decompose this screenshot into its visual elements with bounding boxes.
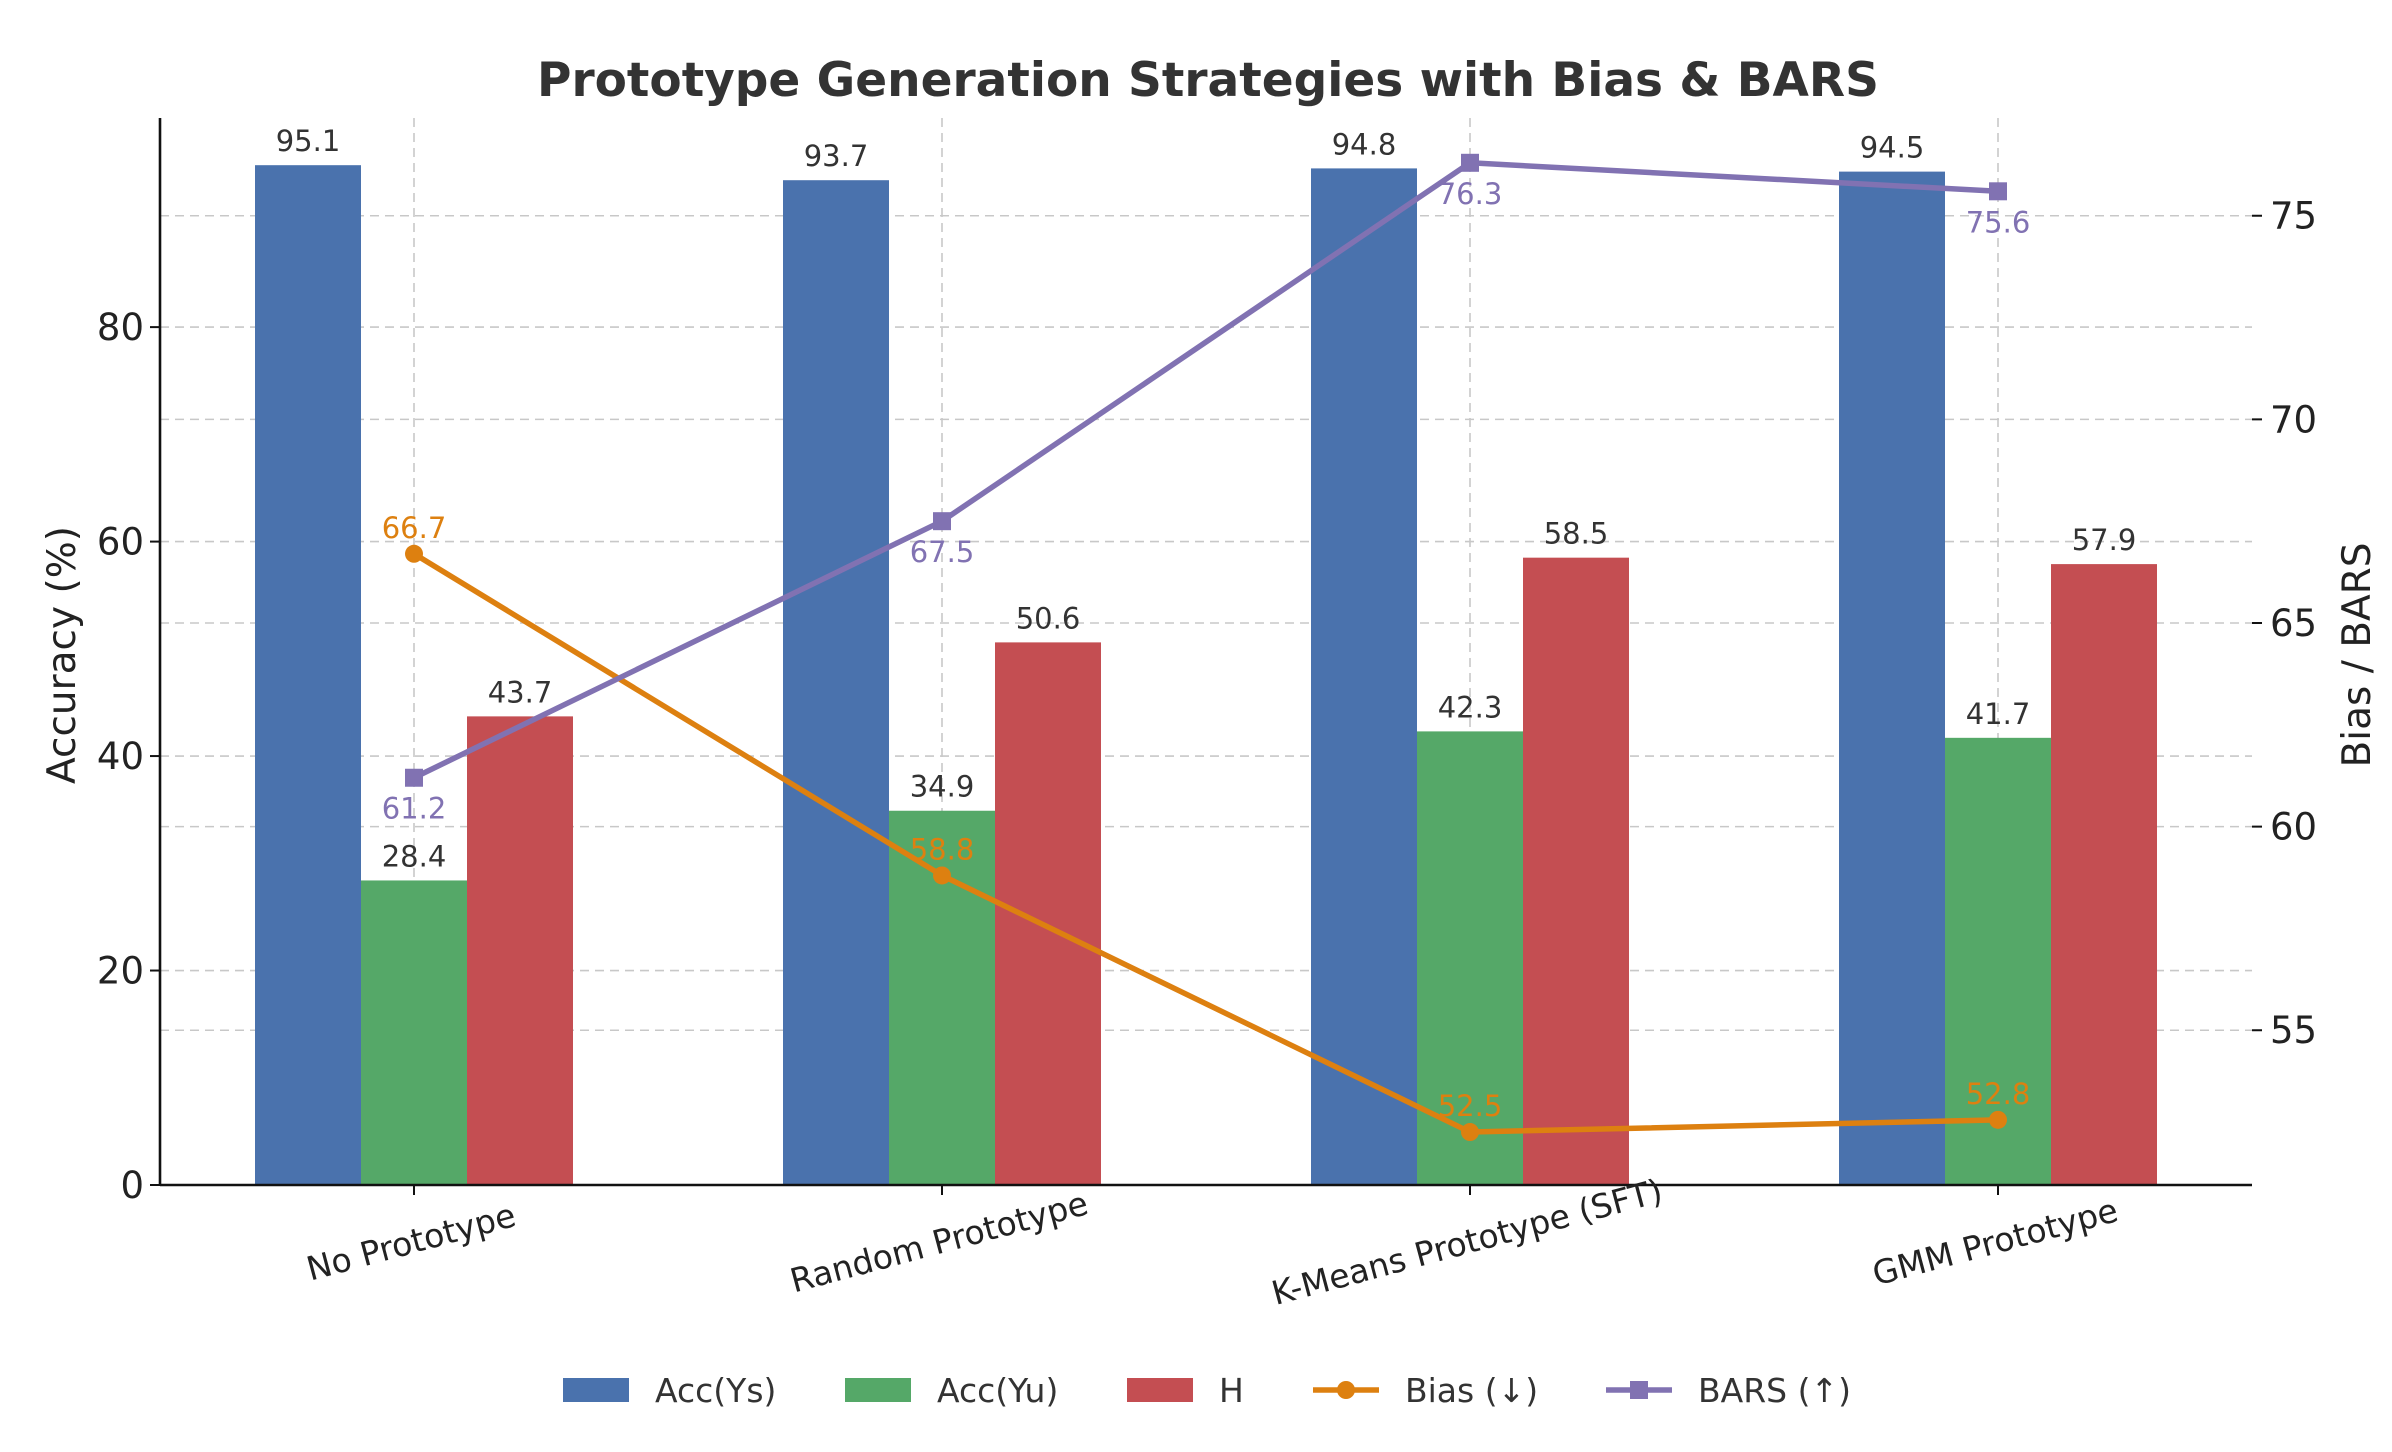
- bar-acc-yu-3: [1945, 737, 2051, 1185]
- bar-acc-ys-2: [1311, 168, 1417, 1185]
- line-value-label: 67.5: [910, 535, 975, 569]
- line-bias: [412, 551, 1999, 1135]
- legend-item-bias: Bias (↓): [1313, 1371, 1538, 1410]
- line-value-label: 52.8: [1966, 1077, 2031, 1111]
- x-tick-label: No Prototype: [302, 1195, 519, 1288]
- legend-label: BARS (↑): [1698, 1371, 1851, 1410]
- bar-acc-ys-0: [255, 165, 361, 1186]
- legend: Acc(Ys) Acc(Yu) H Bias (↓) BARS (↑): [563, 1371, 1851, 1410]
- bar-h-1: [995, 642, 1101, 1185]
- marker-bias-2: [1461, 1123, 1479, 1142]
- bar-acc-ys-3: [1839, 171, 1945, 1185]
- legend-item-acc-yu: Acc(Yu): [845, 1371, 1058, 1410]
- line-value-label: 66.7: [382, 511, 447, 545]
- legend-label: Acc(Yu): [937, 1371, 1058, 1410]
- marker-bars-3: [1989, 182, 2007, 201]
- bar-acc-yu-0: [361, 880, 467, 1185]
- line-value-label: 76.3: [1438, 177, 1503, 211]
- bar-value-label: 41.7: [1966, 697, 2031, 731]
- bar-h-0: [467, 716, 573, 1185]
- legend-marker: [1630, 1381, 1648, 1399]
- marker-bars-2: [1461, 153, 1479, 172]
- bar-acc-ys-1: [783, 180, 889, 1185]
- legend-label: H: [1219, 1371, 1244, 1410]
- y-tick-label: 60: [97, 521, 144, 564]
- marker-bars-1: [933, 512, 951, 531]
- bar-value-label: 43.7: [488, 675, 553, 709]
- y2-axis-title: Bias / BARS: [2335, 542, 2380, 767]
- bars-layer: [255, 165, 2157, 1186]
- line-value-label: 61.2: [382, 792, 447, 826]
- y-tick-label: 40: [97, 735, 144, 778]
- y-tick-label: 80: [97, 306, 144, 349]
- bar-value-label: 57.9: [2072, 523, 2137, 557]
- y2-tick-label: 70: [2270, 398, 2317, 441]
- legend-label: Acc(Ys): [655, 1371, 776, 1410]
- legend-item-h: H: [1127, 1371, 1244, 1410]
- x-tick-label: GMM Prototype: [1868, 1190, 2122, 1293]
- bar-h-2: [1523, 557, 1629, 1185]
- y-tick-label: 20: [97, 950, 144, 993]
- marker-bars-0: [405, 768, 423, 787]
- marker-bias-1: [933, 866, 951, 885]
- y-axis-title: Accuracy (%): [40, 526, 85, 784]
- y2-tick-label: 60: [2270, 806, 2317, 849]
- line-bars: [412, 160, 1999, 781]
- bar-value-label: 94.8: [1332, 127, 1397, 161]
- legend-item-bars: BARS (↑): [1606, 1371, 1851, 1410]
- bar-value-label: 95.1: [276, 124, 341, 158]
- x-tick-label: K-Means Prototype (SFT): [1268, 1171, 1667, 1313]
- legend-item-acc-ys: Acc(Ys): [563, 1371, 776, 1410]
- legend-label: Bias (↓): [1405, 1371, 1538, 1410]
- y2-tick-label: 55: [2270, 1009, 2317, 1052]
- line-value-label: 52.5: [1438, 1089, 1503, 1123]
- legend-swatch: [1127, 1378, 1193, 1402]
- y2-tick-label: 75: [2270, 195, 2317, 238]
- bar-value-label: 28.4: [382, 839, 447, 873]
- marker-bias-0: [405, 544, 423, 563]
- bar-value-label: 34.9: [910, 770, 975, 804]
- labels-layer: 95.1 93.7 94.8 94.5 28.4 34.9 42.3 41.7 43.7 50.6…: [276, 124, 2137, 1123]
- lines-layer: [405, 153, 2007, 1142]
- legend-marker: [1337, 1381, 1355, 1399]
- bar-value-label: 42.3: [1438, 690, 1503, 724]
- marker-bias-3: [1989, 1110, 2007, 1129]
- legend-swatch: [845, 1378, 911, 1402]
- bar-value-label: 94.5: [1860, 131, 1925, 165]
- chart-title: Prototype Generation Strategies with Bia…: [537, 53, 1879, 108]
- bar-value-label: 93.7: [804, 139, 869, 173]
- bar-value-label: 58.5: [1544, 517, 1609, 551]
- bar-acc-yu-2: [1417, 731, 1523, 1185]
- bar-value-label: 50.6: [1016, 601, 1081, 635]
- line-value-label: 75.6: [1966, 205, 2031, 239]
- x-tick-label: Random Prototype: [786, 1183, 1092, 1300]
- legend-swatch: [563, 1378, 629, 1402]
- y-tick-label: 0: [120, 1164, 144, 1207]
- bar-h-3: [2051, 564, 2157, 1185]
- line-value-label: 58.8: [910, 832, 975, 866]
- y2-tick-label: 65: [2270, 602, 2317, 645]
